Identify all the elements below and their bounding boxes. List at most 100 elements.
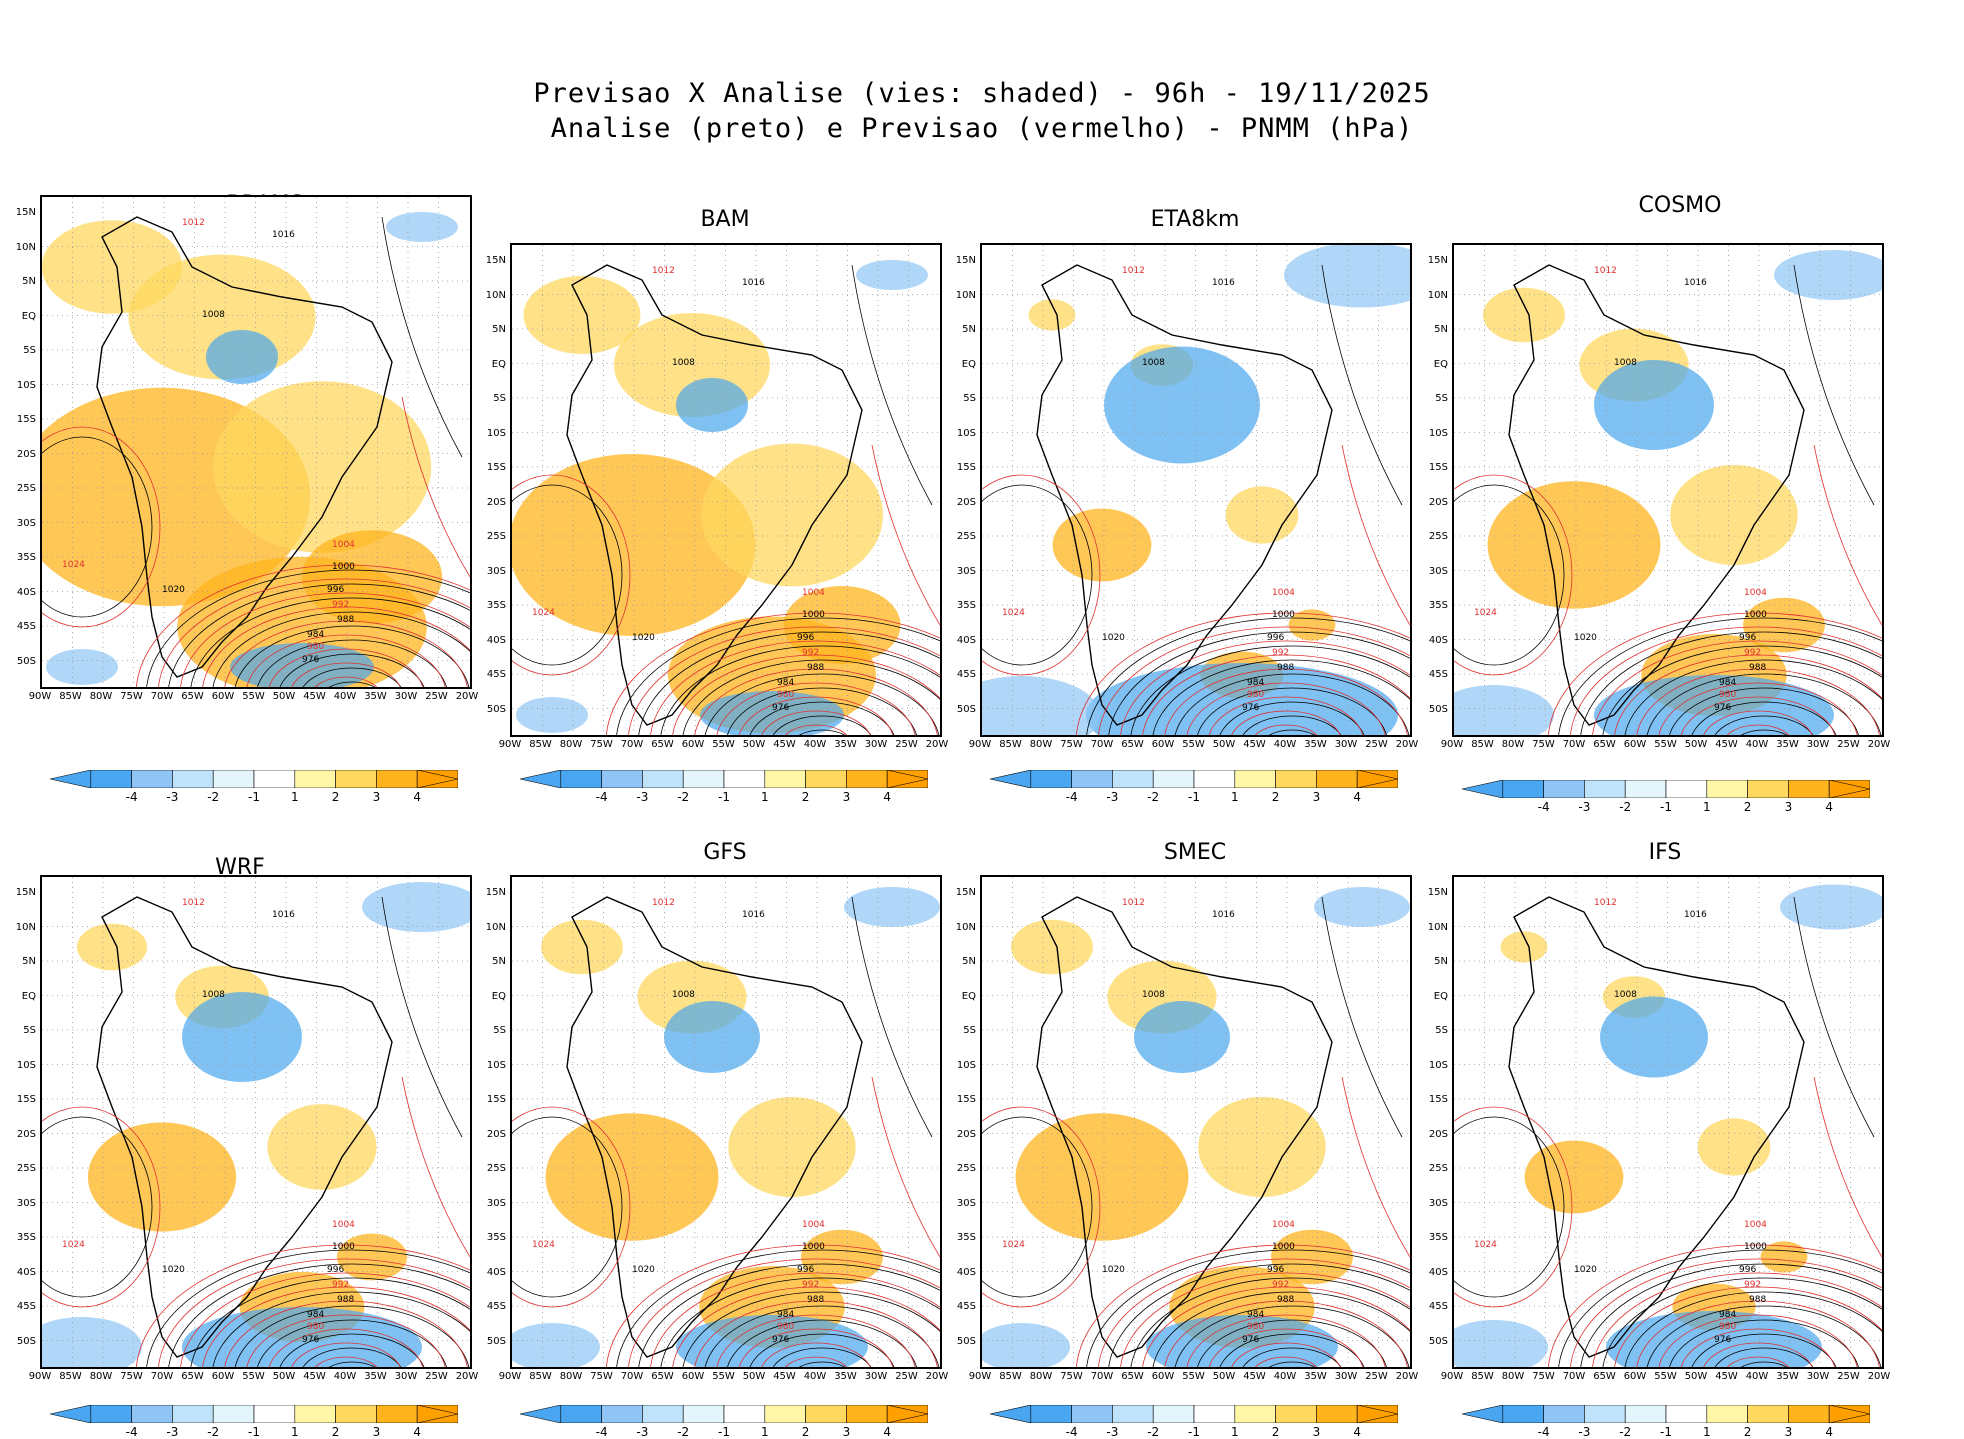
map-canvas: 1012 1016 1008 1004 1000 996 992 988 984 980 976 10… [42, 877, 470, 1367]
isobar-forecast [738, 696, 894, 735]
isobar-analysis [660, 1277, 940, 1367]
isobar-forecast [268, 648, 424, 687]
lon-label: 75W [120, 1371, 143, 1382]
colorbar-label: -1 [718, 790, 730, 804]
lat-label: 10N [1427, 289, 1448, 301]
colorbar-label: 2 [1271, 1425, 1280, 1439]
isobar-forecast [1548, 612, 1882, 735]
bias-negative [1284, 245, 1410, 308]
isobar-analysis [1219, 1333, 1365, 1367]
lat-label: 45S [486, 1301, 506, 1312]
bias-positive [545, 1113, 719, 1241]
isobar-forecast [1164, 1300, 1408, 1367]
lat-label: 20S [1428, 1128, 1448, 1140]
bias-negative [46, 649, 118, 685]
isobar-analysis [1691, 1333, 1837, 1367]
colorbar-label: 3 [842, 1425, 851, 1439]
colorbar-swatch [723, 769, 766, 789]
isobar-analysis [1740, 1361, 1788, 1367]
colorbar-label: 3 [1312, 1425, 1321, 1439]
isobar-forecast [1727, 724, 1789, 735]
colorbar-swatch [294, 769, 336, 789]
colorbar-label: 2 [331, 790, 340, 804]
lat-label: 30S [956, 1197, 976, 1209]
lat-label: 10S [1428, 1059, 1448, 1071]
colorbar-swatch [376, 769, 418, 789]
isobar-forecast [1680, 1328, 1836, 1367]
lat-label: EQ [1433, 358, 1448, 370]
lat-label: 25S [486, 531, 506, 542]
lat-label: EQ [21, 310, 36, 322]
isobar-forecast [1703, 1342, 1813, 1367]
colorbar-label: 2 [1743, 800, 1752, 814]
lat-label: 10S [486, 427, 506, 439]
lon-label: 20W [455, 1371, 479, 1382]
lon-label: 45W [773, 739, 796, 750]
colorbar-swatch [1747, 779, 1789, 799]
isobar-analysis [1108, 1263, 1410, 1367]
lon-label: 60W [1151, 1371, 1175, 1382]
isobar-forecast [1186, 1314, 1386, 1367]
colorbar-swatch [1234, 1404, 1276, 1424]
lat-label: 15S [16, 414, 36, 425]
isobar-label: 1004 [1744, 588, 1767, 598]
lon-label: 90W [1440, 1371, 1464, 1382]
isobar-forecast [672, 654, 940, 735]
isobar-forecast [1570, 626, 1882, 735]
lon-label: 80W [89, 691, 113, 702]
lat-label: 45S [16, 1301, 36, 1312]
lat-label: 10N [485, 289, 506, 301]
colorbar-swatch [1584, 1404, 1626, 1424]
colorbar-swatch [131, 1404, 173, 1424]
map-canvas: 1012 1016 1008 1004 1000 996 992 988 984 980 976 10… [1454, 245, 1882, 735]
lon-label: 25W [895, 739, 918, 750]
isobar-analysis [1669, 687, 1859, 735]
colorbar-label: 2 [1271, 790, 1280, 804]
isobar-analysis [682, 659, 940, 735]
isobar-label: 1000 [1272, 1242, 1295, 1252]
isobar-analysis [1740, 729, 1788, 735]
colorbar-swatch [1112, 769, 1154, 789]
colorbar-swatch [1030, 769, 1072, 789]
isobar-analysis [302, 667, 402, 687]
lat-label: 45S [956, 669, 976, 680]
colorbar [1461, 779, 1871, 799]
bias-positive [541, 919, 623, 975]
colorbar-swatch [1193, 769, 1236, 789]
lon-label: 35W [364, 691, 387, 702]
colorbar-swatch [560, 769, 602, 789]
isobar-forecast [716, 682, 916, 735]
bias-negative [1104, 346, 1260, 464]
lat-label: 15S [1428, 462, 1448, 473]
lon-label: 60W [1151, 739, 1175, 750]
panel-title: GFS [703, 840, 747, 865]
lon-label: 55W [1182, 739, 1205, 750]
colorbar-label: -3 [1578, 1425, 1591, 1439]
isobar-analysis [638, 1263, 940, 1367]
colorbar-swatch [1316, 1404, 1358, 1424]
isobar-label: 1020 [632, 1265, 655, 1275]
isobar-label: 988 [1277, 1295, 1294, 1305]
colorbar-label: -3 [636, 1425, 649, 1439]
isobar-analysis [1152, 1291, 1410, 1367]
colorbar-swatch [1665, 779, 1708, 799]
isobar-label: 976 [1242, 703, 1259, 713]
lat-label: 30S [486, 565, 506, 577]
isobar-label: 1016 [1684, 278, 1707, 288]
lon-label: 85W [529, 1371, 552, 1382]
isobar-forecast [606, 1244, 940, 1367]
colorbar-label: 2 [801, 790, 810, 804]
bias-negative [844, 887, 940, 927]
lon-label: 25W [1837, 739, 1860, 750]
isobar-forecast [1727, 1356, 1789, 1367]
isobar-forecast [224, 620, 468, 687]
colorbar-swatch [253, 769, 296, 789]
colorbar-swatch [764, 1404, 806, 1424]
lat-label: 5S [1435, 393, 1448, 404]
colorbar-label: 1 [1702, 1425, 1711, 1439]
lon-label: 50W [272, 691, 296, 702]
lon-label: 35W [364, 1371, 387, 1382]
bias-negative [1146, 1315, 1338, 1367]
isobar-label: 1012 [1594, 266, 1617, 276]
lon-label: 50W [742, 739, 766, 750]
